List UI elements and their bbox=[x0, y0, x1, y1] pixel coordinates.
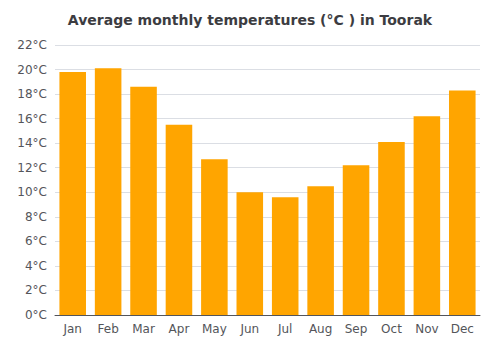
svg-text:Average monthly temperatures (: Average monthly temperatures (°C ) in To… bbox=[68, 12, 433, 28]
svg-text:Nov: Nov bbox=[415, 322, 438, 336]
svg-text:16°C: 16°C bbox=[17, 112, 47, 126]
svg-text:Apr: Apr bbox=[169, 322, 190, 336]
svg-text:Oct: Oct bbox=[381, 322, 402, 336]
svg-text:Sep: Sep bbox=[345, 322, 368, 336]
svg-text:12°C: 12°C bbox=[17, 161, 47, 175]
svg-text:14°C: 14°C bbox=[17, 136, 47, 150]
svg-text:Dec: Dec bbox=[451, 322, 474, 336]
svg-text:Mar: Mar bbox=[132, 322, 155, 336]
svg-text:22°C: 22°C bbox=[17, 38, 47, 52]
svg-text:Jan: Jan bbox=[62, 322, 82, 336]
svg-text:18°C: 18°C bbox=[17, 87, 47, 101]
svg-text:Aug: Aug bbox=[309, 322, 332, 336]
svg-text:4°C: 4°C bbox=[25, 259, 47, 273]
svg-text:Feb: Feb bbox=[98, 322, 119, 336]
svg-text:Jul: Jul bbox=[277, 322, 292, 336]
svg-text:8°C: 8°C bbox=[25, 210, 47, 224]
svg-text:May: May bbox=[202, 322, 227, 336]
svg-text:6°C: 6°C bbox=[25, 234, 47, 248]
svg-text:20°C: 20°C bbox=[17, 63, 47, 77]
svg-text:Jun: Jun bbox=[239, 322, 259, 336]
svg-text:10°C: 10°C bbox=[17, 185, 47, 199]
svg-text:2°C: 2°C bbox=[25, 283, 47, 297]
svg-text:0°C: 0°C bbox=[25, 308, 47, 322]
